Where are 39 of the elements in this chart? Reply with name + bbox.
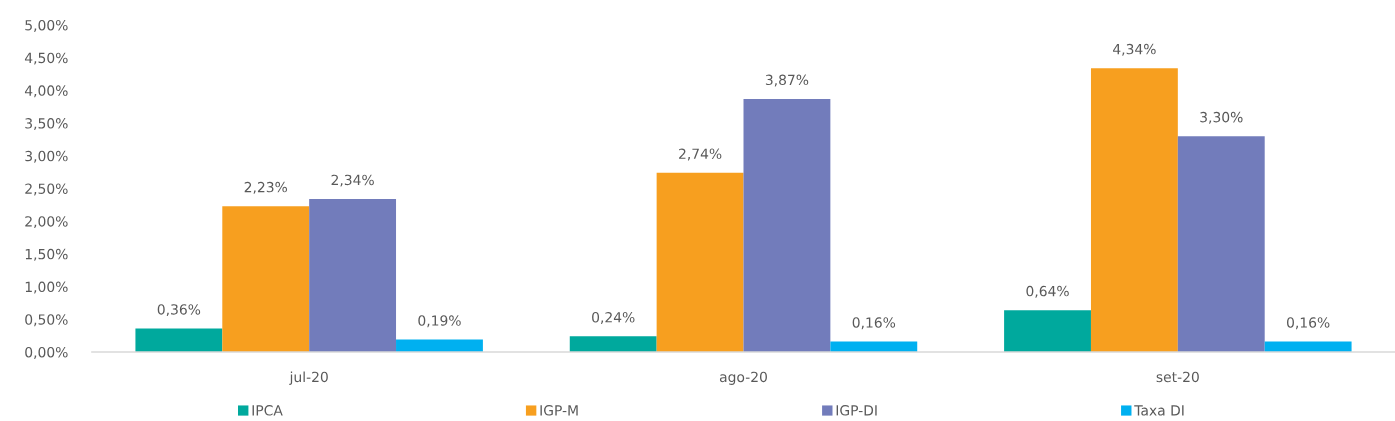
data-label: 3,87% [765,74,809,87]
y-tick-label: 3,50% [25,118,68,130]
bar [309,198,397,352]
bar [569,336,657,352]
x-tick-label: jul-20 [289,371,328,385]
bar [743,98,831,352]
legend-label: Taxa DI [1134,405,1184,416]
y-tick-label: 0,00% [25,346,68,359]
bar [1090,68,1178,352]
y-tick-label: 1,00% [25,281,68,294]
y-tick-label: 5,00% [25,19,68,32]
bar [1004,310,1091,352]
data-label: 2,34% [331,174,374,187]
data-label: 0,16% [852,317,896,330]
data-label: 0,24% [592,312,635,324]
bar [135,328,223,352]
legend-label: IPCA [252,405,283,416]
data-label: 4,34% [1113,43,1156,56]
data-label: 2,23% [244,181,288,194]
data-label: 0,64% [1026,285,1069,298]
bar [656,172,744,352]
y-tick-label: 3,00% [25,150,68,163]
data-label: 0,36% [157,304,201,317]
y-tick-label: 4,00% [24,85,68,98]
y-tick-label: 2,50% [25,183,68,196]
y-tick-label: 0,50% [25,314,68,327]
data-label: 2,74% [679,148,722,161]
y-tick-label: 2,00% [25,216,68,229]
bar [222,206,310,352]
data-label: 0,16% [1286,317,1330,330]
x-tick-label: ago-20 [719,371,767,385]
legend-label: IGP-M [540,405,578,416]
x-tick-label: set-20 [1156,371,1199,383]
data-label: 0,19% [418,315,461,328]
bar [1177,136,1265,352]
legend-label: IGP-DI [836,405,877,416]
y-tick-label: 1,50% [25,248,68,261]
y-tick-label: 4,50% [24,52,68,65]
data-label: 3,30% [1200,111,1243,124]
